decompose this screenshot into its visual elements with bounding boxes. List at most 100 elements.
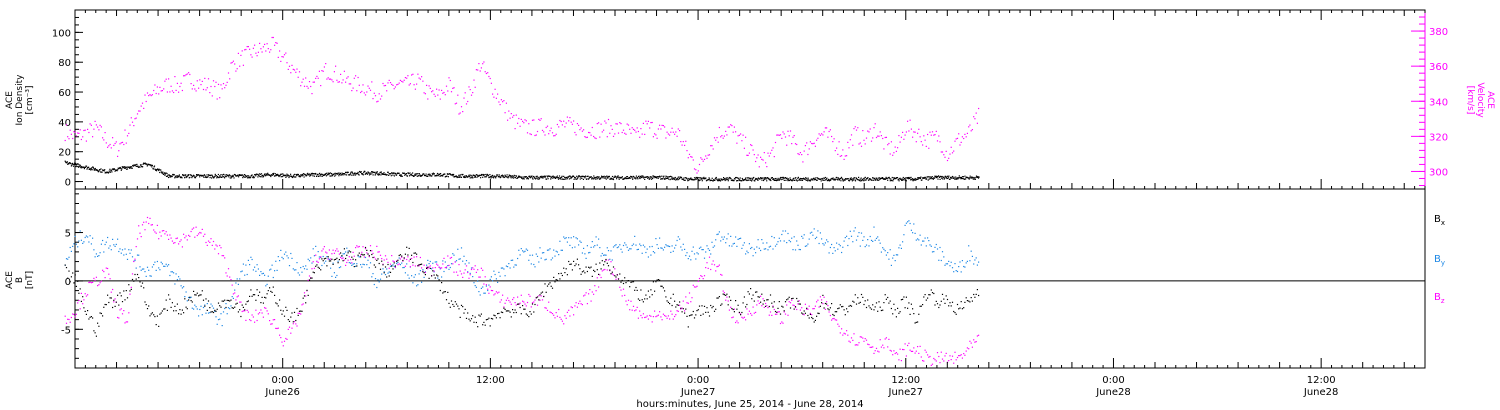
bz-series-point <box>544 307 546 309</box>
bx-series-point <box>651 294 653 296</box>
density-series-point <box>150 164 152 166</box>
by-series-point <box>227 307 230 309</box>
bz-series-point <box>716 266 718 268</box>
bx-series-point <box>406 246 408 248</box>
by-series-point <box>661 247 663 249</box>
density-series-point <box>735 176 737 179</box>
density-series-point <box>257 174 259 176</box>
velocity-series-point <box>381 95 383 97</box>
velocity-series-point <box>133 125 135 127</box>
density-series-point <box>173 174 175 176</box>
bx-series-point <box>84 310 86 312</box>
bx-series-point <box>956 303 959 306</box>
density-series-point <box>877 177 879 179</box>
density-series-point <box>664 178 666 180</box>
density-series-point <box>310 174 312 176</box>
density-series-point <box>132 165 134 167</box>
velocity-series-point <box>283 54 286 56</box>
velocity-series-point <box>519 125 521 127</box>
density-series-point <box>160 171 162 173</box>
density-series-point <box>937 178 939 180</box>
density-series-point <box>383 172 385 174</box>
by-series-point <box>198 315 200 317</box>
by-series-point <box>288 265 291 267</box>
bz-series-point <box>688 292 691 294</box>
by-series-point <box>348 262 350 264</box>
velocity-series-point <box>725 130 727 132</box>
bx-series-point <box>666 300 668 302</box>
by-series-point <box>79 230 81 232</box>
velocity-series-point <box>356 90 358 92</box>
velocity-series-point <box>498 101 500 103</box>
bx-series-point <box>847 311 849 313</box>
by-series-point <box>426 264 428 266</box>
density-series-point <box>218 176 220 178</box>
density-series-point <box>668 178 670 180</box>
by-series-point <box>392 264 394 266</box>
density-series-point <box>789 177 791 179</box>
by-series-point <box>829 246 831 249</box>
density-series-point <box>658 176 660 178</box>
density-series-point <box>351 174 353 176</box>
bx-series-point <box>897 307 899 309</box>
density-series-point <box>717 180 719 182</box>
velocity-series-point <box>804 145 806 147</box>
bz-series-point <box>113 301 115 303</box>
velocity-series-point <box>462 111 464 113</box>
velocity-series-point <box>161 90 163 92</box>
bx-series-point <box>317 266 319 268</box>
density-series-point <box>722 178 724 180</box>
density-series-point <box>244 174 246 176</box>
bz-series-point <box>524 303 526 305</box>
bz-series-point <box>429 265 431 267</box>
density-series-point <box>126 166 128 168</box>
density-series-point <box>403 172 405 174</box>
bz-series-point <box>737 322 739 324</box>
velocity-series-point <box>954 140 956 142</box>
density-series-point <box>489 174 491 176</box>
bx-series-point <box>489 325 491 327</box>
bz-series-point <box>346 261 348 264</box>
bx-series-point <box>398 254 400 257</box>
density-series-point <box>269 174 271 177</box>
by-series-point <box>312 248 314 250</box>
bx-series-point <box>575 263 577 265</box>
by-series-point <box>464 263 466 265</box>
bx-series-point <box>751 298 753 300</box>
bz-series-point <box>230 279 232 281</box>
density-series-point <box>540 175 542 178</box>
velocity-series-point <box>936 140 939 142</box>
bz-series-point <box>315 254 317 256</box>
bz-series-point <box>84 293 86 295</box>
bz-series-point <box>756 304 758 306</box>
by-series-point <box>220 313 222 315</box>
bz-series-point <box>627 299 630 301</box>
velocity-series-point <box>700 157 702 159</box>
bx-series-point <box>772 306 774 308</box>
density-series-point <box>189 176 191 179</box>
bx-series-point <box>823 307 825 309</box>
bz-series-point <box>666 317 668 319</box>
bz-series-point <box>593 293 595 295</box>
bz-series-point <box>327 258 329 260</box>
bx-series-point <box>259 291 261 293</box>
by-series-point <box>332 262 334 264</box>
bz-series-point <box>900 360 902 362</box>
density-series-point <box>449 173 452 175</box>
velocity-series-point <box>642 122 644 124</box>
by-series-point <box>301 271 303 273</box>
density-series-point <box>247 177 250 179</box>
bx-series-point <box>807 314 809 317</box>
density-series-point <box>820 178 822 180</box>
velocity-series-point <box>774 141 777 144</box>
bz-series-point <box>75 313 77 315</box>
by-series-point <box>821 238 823 240</box>
bx-series-point <box>836 311 838 313</box>
density-series-point <box>199 176 201 178</box>
density-series-point <box>253 177 255 179</box>
by-series-point <box>555 250 557 252</box>
density-series-point <box>664 177 666 179</box>
density-series-point <box>747 177 750 179</box>
bz-series-point <box>554 317 556 319</box>
bz-series-point <box>821 299 823 301</box>
